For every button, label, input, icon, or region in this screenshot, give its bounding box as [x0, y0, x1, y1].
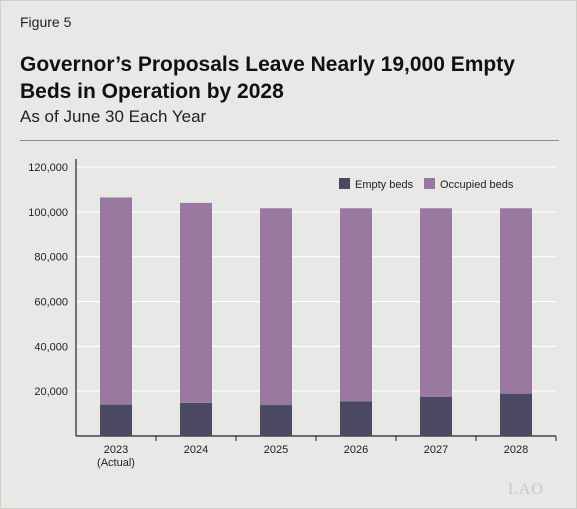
- figure-label: Figure 5: [20, 14, 72, 30]
- bar-occupied: [420, 208, 452, 397]
- x-tick-label: 2028: [504, 444, 528, 456]
- bar-occupied: [260, 208, 292, 406]
- x-tick-label: 2024: [184, 444, 208, 456]
- title-divider: [20, 140, 559, 141]
- legend-swatch: [339, 178, 350, 189]
- legend-swatch: [424, 178, 435, 189]
- x-tick-label: 2025: [264, 444, 288, 456]
- y-tick-label: 120,000: [28, 162, 68, 174]
- x-tick-label: (Actual): [97, 457, 135, 469]
- bar-empty: [100, 404, 132, 436]
- bar-occupied: [340, 208, 372, 402]
- legend-label: Occupied beds: [440, 179, 514, 191]
- bar-occupied: [100, 197, 132, 405]
- lao-watermark: LAO: [508, 481, 544, 498]
- x-tick-label: 2027: [424, 444, 448, 456]
- y-tick-label: 100,000: [28, 207, 68, 219]
- chart-title: Governor’s Proposals Leave Nearly 19,000…: [20, 53, 515, 103]
- bar-empty: [340, 401, 372, 436]
- y-tick-label: 60,000: [34, 297, 68, 309]
- bar-empty: [260, 405, 292, 436]
- x-tick-label: 2026: [344, 444, 368, 456]
- x-tick-label: 2023: [104, 444, 128, 456]
- bar-occupied: [500, 208, 532, 394]
- bar-empty: [500, 393, 532, 436]
- bar-empty: [180, 402, 212, 436]
- y-tick-label: 40,000: [34, 341, 68, 353]
- chart-subtitle: As of June 30 Each Year: [20, 107, 207, 126]
- bar-occupied: [180, 202, 212, 403]
- bar-empty: [420, 396, 452, 436]
- y-tick-label: 20,000: [34, 386, 68, 398]
- legend-label: Empty beds: [355, 179, 414, 191]
- y-tick-label: 80,000: [34, 252, 68, 264]
